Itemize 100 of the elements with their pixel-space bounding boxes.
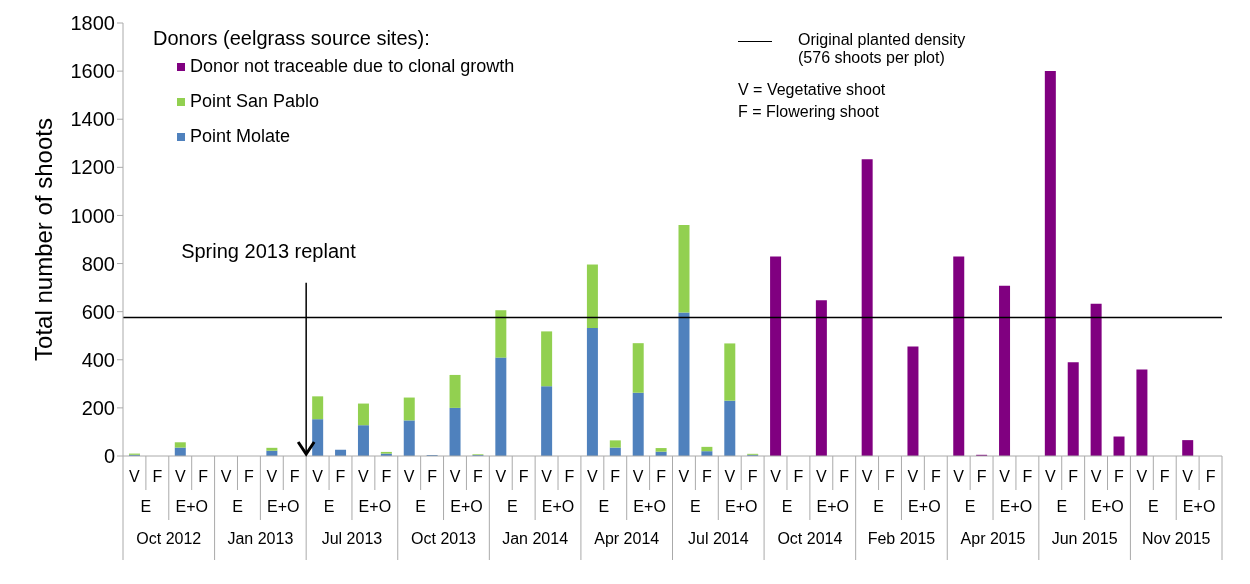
x-tick-label: V xyxy=(541,468,553,485)
text: E+O xyxy=(999,498,1033,515)
x-tick-label: F xyxy=(1114,468,1125,485)
x-tick-label: V xyxy=(815,468,827,485)
text: E+O xyxy=(450,498,483,515)
x-tick-label: F xyxy=(656,468,667,485)
x-tick-label: V xyxy=(724,468,736,485)
x-tick-label: V xyxy=(358,468,370,485)
text: Nov 2015 xyxy=(1141,530,1211,547)
x-tick-label: F xyxy=(930,468,941,485)
x-tick-label: V xyxy=(495,468,507,485)
x-tick-label: F xyxy=(976,468,987,485)
annotation: Spring 2013 replant xyxy=(181,239,356,263)
x-tick-label: F xyxy=(518,468,529,485)
y-tick-label: 1800 xyxy=(70,12,115,35)
x-tick-label: F xyxy=(427,468,438,485)
text: E+O xyxy=(633,498,666,515)
x-tick-label: V xyxy=(1182,468,1194,485)
x-tick-label: V xyxy=(953,468,965,485)
text: Jun 2015 xyxy=(1051,530,1118,547)
annotation: F = Flowering shoot xyxy=(738,102,880,122)
y-tick-label: 400 xyxy=(81,348,115,371)
text: Apr 2015 xyxy=(960,530,1026,547)
text: E xyxy=(1147,498,1159,515)
text: E+O xyxy=(1091,498,1124,515)
y-tick-label: 1200 xyxy=(70,156,115,179)
x-tick-label: V xyxy=(1090,468,1102,485)
text: Feb 2015 xyxy=(867,530,936,547)
y-tick-label: 1000 xyxy=(70,204,115,227)
text: E xyxy=(140,498,152,515)
x-tick-label: F xyxy=(152,468,163,485)
x-tick-label: V xyxy=(174,468,186,485)
x-tick-label: V xyxy=(861,468,873,485)
x-tick-label: F xyxy=(289,468,300,485)
text: E xyxy=(781,498,793,515)
x-tick-label: F xyxy=(244,468,255,485)
x-tick-label: F xyxy=(610,468,621,485)
x-tick-label: F xyxy=(701,468,712,485)
text: E xyxy=(232,498,243,515)
text: E xyxy=(690,498,701,515)
x-tick-label: V xyxy=(907,468,919,485)
x-tick-label: V xyxy=(678,468,690,485)
x-tick-label: F xyxy=(1068,468,1079,485)
x-tick-label: V xyxy=(587,468,599,485)
legend-title: Donors (eelgrass source sites): xyxy=(153,27,431,50)
text: Apr 2014 xyxy=(594,530,660,547)
x-tick-label: F xyxy=(472,468,483,485)
text: E+O xyxy=(724,498,758,515)
text: E+O xyxy=(816,498,850,515)
x-tick-label: V xyxy=(1044,468,1056,485)
text: E+O xyxy=(1182,498,1216,515)
x-tick-label: F xyxy=(747,468,758,485)
y-axis-title: Total number of shoots xyxy=(29,118,57,361)
legend-label: Donor not traceable due to clonal growth xyxy=(190,56,515,77)
text: Jan 2013 xyxy=(227,530,294,547)
y-tick-label: 600 xyxy=(81,300,115,323)
x-tick-label: V xyxy=(1136,468,1148,485)
text: E+O xyxy=(175,498,208,515)
x-tick-label: V xyxy=(449,468,461,485)
text: E+O xyxy=(267,498,300,515)
x-tick-label: F xyxy=(885,468,896,485)
text: E xyxy=(873,498,884,515)
x-tick-label: V xyxy=(770,468,782,485)
x-tick-label: F xyxy=(1022,468,1033,485)
text: E xyxy=(415,498,426,515)
x-tick-label: V xyxy=(129,468,141,485)
text: E+O xyxy=(541,498,575,515)
text: E xyxy=(598,498,610,515)
y-tick-label: 1400 xyxy=(70,108,115,131)
text: E xyxy=(964,498,976,515)
text: E+O xyxy=(358,498,392,515)
x-tick-label: F xyxy=(839,468,850,485)
x-tick-label: F xyxy=(1159,468,1170,485)
x-tick-label: V xyxy=(312,468,324,485)
text: Oct 2014 xyxy=(777,530,843,547)
y-tick-label: 800 xyxy=(81,252,115,275)
text: Jan 2014 xyxy=(502,530,569,547)
x-tick-label: F xyxy=(1205,468,1216,485)
text: E xyxy=(506,498,518,515)
x-tick-label: F xyxy=(335,468,346,485)
x-tick-label: F xyxy=(381,468,392,485)
y-tick-label: 200 xyxy=(81,396,115,419)
x-tick-label: V xyxy=(999,468,1011,485)
y-tick-label: 1600 xyxy=(70,60,115,83)
x-tick-label: F xyxy=(793,468,804,485)
text: Oct 2012 xyxy=(136,530,202,547)
legend-label: Point San Pablo xyxy=(190,91,320,112)
annotation: V = Vegetative shoot xyxy=(738,80,886,100)
x-tick-label: F xyxy=(564,468,575,485)
text: E xyxy=(1056,498,1068,515)
x-tick-label: V xyxy=(266,468,278,485)
text: Jul 2013 xyxy=(321,530,383,547)
y-tick-label: 0 xyxy=(103,445,115,468)
x-tick-label: F xyxy=(198,468,209,485)
text: E+O xyxy=(908,498,941,515)
text: Oct 2013 xyxy=(411,530,477,547)
legend-label: Original planted density (576 shoots per plot) xyxy=(798,31,966,67)
x-tick-label: V xyxy=(403,468,415,485)
x-tick-label: V xyxy=(220,468,232,485)
legend-label: Point Molate xyxy=(190,126,291,147)
